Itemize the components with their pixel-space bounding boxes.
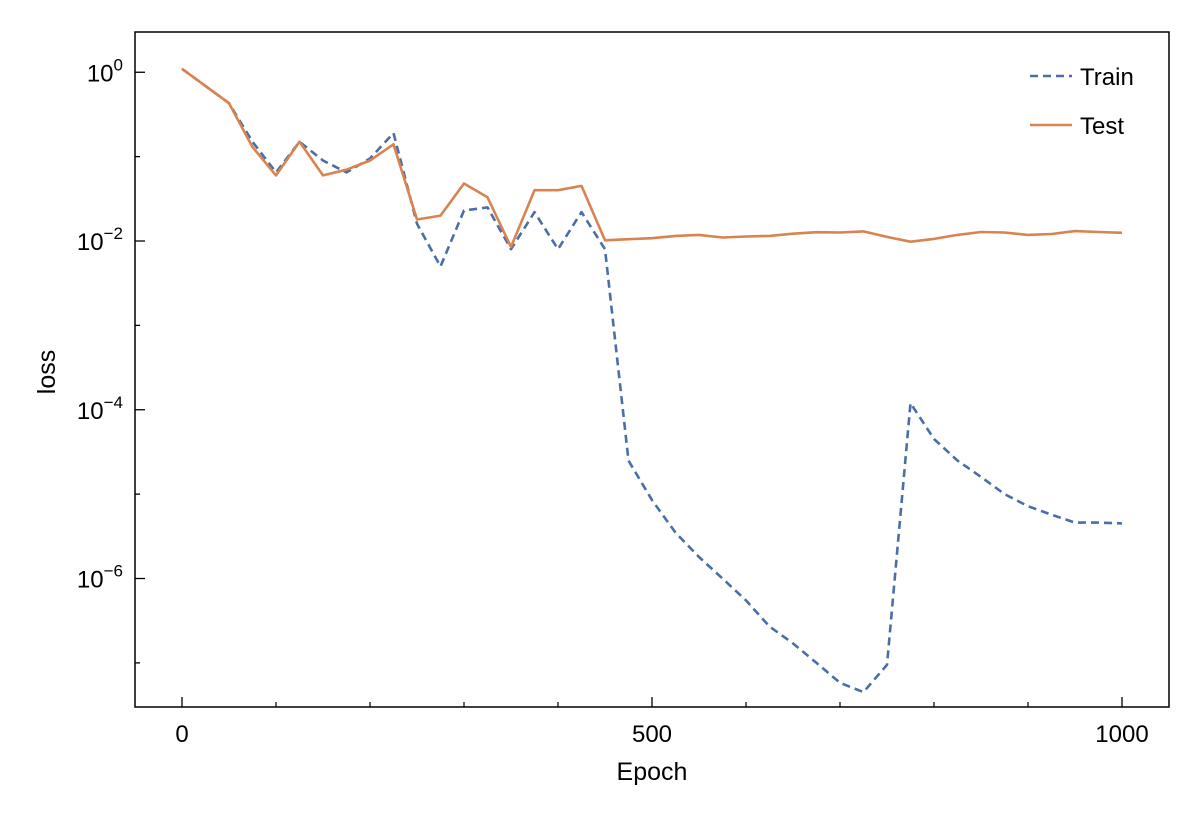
plot-frame [134,31,1170,708]
y-tick-label: 100 [87,55,123,87]
series-line-test [181,67,1123,249]
x-tick-label: 500 [632,721,672,748]
x-axis-title: Epoch [617,758,688,786]
series-line-train [181,67,1123,694]
y-tick-label: 10−2 [77,224,123,256]
tick-labels: 0 500 1000 100 10−2 10−4 10−6 [77,55,1149,748]
y-axis-title: loss [33,350,61,394]
legend-label-train: Train [1080,64,1134,91]
x-tick-label: 0 [175,721,188,748]
legend-label-test: Test [1080,113,1124,140]
y-tick-label: 10−4 [77,393,123,425]
series-lines [181,67,1123,694]
legend: Train Test [1030,64,1134,140]
plot-area [134,31,1170,708]
x-tick-label: 1000 [1095,721,1148,748]
axis-ticks [135,71,1123,707]
y-tick-label: 10−6 [77,562,123,594]
